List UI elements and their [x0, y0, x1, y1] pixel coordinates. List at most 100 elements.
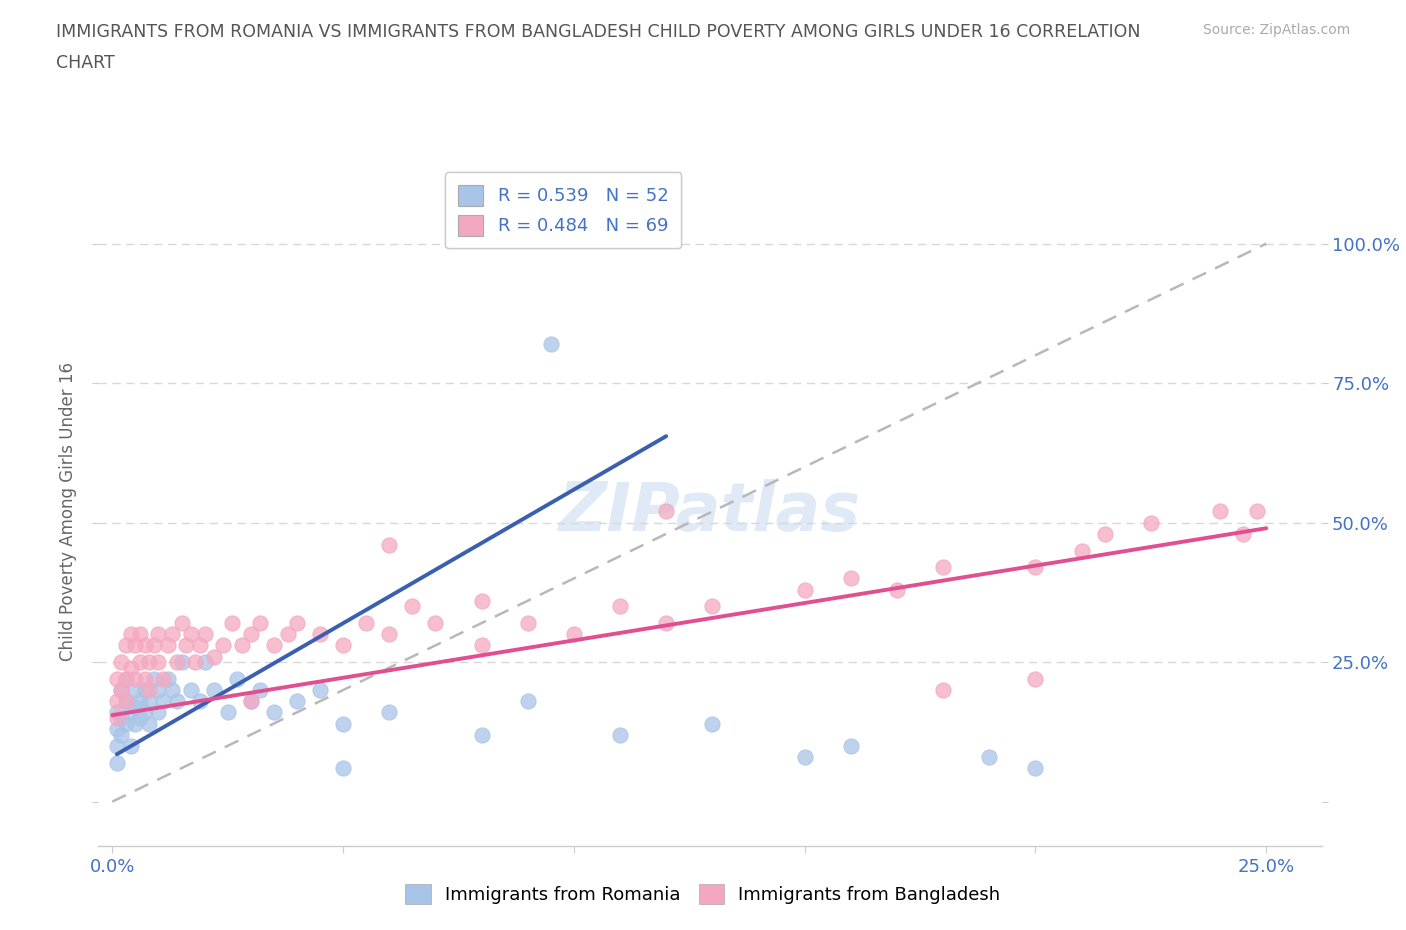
Point: [129, 711, 152, 725]
Point: [134, 671, 156, 686]
Point: [540, 337, 562, 352]
Point: [162, 627, 184, 642]
Point: [793, 582, 815, 597]
Point: [609, 599, 631, 614]
Point: [134, 638, 156, 653]
Point: [202, 649, 225, 664]
Point: [170, 616, 193, 631]
Point: [148, 705, 170, 720]
Point: [124, 638, 146, 653]
Point: [152, 694, 174, 709]
Point: [354, 616, 377, 631]
Point: [138, 694, 160, 709]
Text: Source: ZipAtlas.com: Source: ZipAtlas.com: [1202, 23, 1350, 37]
Point: [105, 755, 128, 770]
Point: [1140, 515, 1163, 530]
Point: [793, 750, 815, 764]
Point: [221, 616, 243, 631]
Point: [166, 694, 188, 709]
Point: [225, 671, 247, 686]
Point: [120, 738, 142, 753]
Point: [1024, 560, 1046, 575]
Point: [609, 727, 631, 742]
Point: [110, 655, 132, 670]
Point: [249, 683, 271, 698]
Point: [134, 683, 156, 698]
Point: [188, 694, 211, 709]
Point: [839, 738, 862, 753]
Point: [194, 627, 217, 642]
Point: [332, 716, 354, 731]
Point: [148, 627, 170, 642]
Point: [110, 727, 132, 742]
Point: [932, 560, 955, 575]
Point: [702, 716, 724, 731]
Point: [217, 705, 239, 720]
Point: [285, 616, 308, 631]
Point: [105, 711, 128, 725]
Point: [285, 694, 308, 709]
Point: [249, 616, 271, 631]
Point: [1232, 526, 1254, 541]
Point: [1024, 761, 1046, 776]
Legend: Immigrants from Romania, Immigrants from Bangladesh: Immigrants from Romania, Immigrants from…: [398, 876, 1008, 911]
Point: [120, 660, 142, 675]
Point: [138, 716, 160, 731]
Point: [932, 683, 955, 698]
Point: [142, 638, 165, 653]
Point: [378, 705, 401, 720]
Point: [332, 761, 354, 776]
Point: [562, 627, 585, 642]
Point: [401, 599, 423, 614]
Point: [148, 683, 170, 698]
Point: [702, 599, 724, 614]
Point: [129, 655, 152, 670]
Point: [105, 671, 128, 686]
Point: [120, 627, 142, 642]
Point: [1024, 671, 1046, 686]
Point: [516, 694, 538, 709]
Point: [152, 671, 174, 686]
Point: [1094, 526, 1116, 541]
Text: IMMIGRANTS FROM ROMANIA VS IMMIGRANTS FROM BANGLADESH CHILD POVERTY AMONG GIRLS : IMMIGRANTS FROM ROMANIA VS IMMIGRANTS FR…: [56, 23, 1140, 41]
Point: [142, 671, 165, 686]
Point: [110, 683, 132, 698]
Point: [170, 655, 193, 670]
Point: [309, 627, 332, 642]
Point: [309, 683, 332, 698]
Point: [263, 638, 285, 653]
Point: [124, 716, 146, 731]
Point: [115, 671, 138, 686]
Point: [129, 627, 152, 642]
Point: [105, 694, 128, 709]
Point: [124, 699, 146, 714]
Point: [277, 627, 299, 642]
Point: [839, 571, 862, 586]
Point: [105, 705, 128, 720]
Text: CHART: CHART: [56, 54, 115, 72]
Point: [470, 727, 492, 742]
Point: [470, 593, 492, 608]
Point: [184, 655, 207, 670]
Point: [655, 504, 678, 519]
Point: [239, 627, 262, 642]
Point: [886, 582, 908, 597]
Point: [979, 750, 1001, 764]
Point: [425, 616, 447, 631]
Point: [138, 683, 160, 698]
Point: [115, 694, 138, 709]
Point: [156, 671, 179, 686]
Point: [115, 638, 138, 653]
Point: [202, 683, 225, 698]
Point: [162, 683, 184, 698]
Point: [231, 638, 253, 653]
Point: [180, 627, 202, 642]
Point: [115, 716, 138, 731]
Point: [378, 538, 401, 552]
Point: [239, 694, 262, 709]
Point: [105, 738, 128, 753]
Point: [239, 694, 262, 709]
Point: [516, 616, 538, 631]
Point: [110, 683, 132, 698]
Point: [263, 705, 285, 720]
